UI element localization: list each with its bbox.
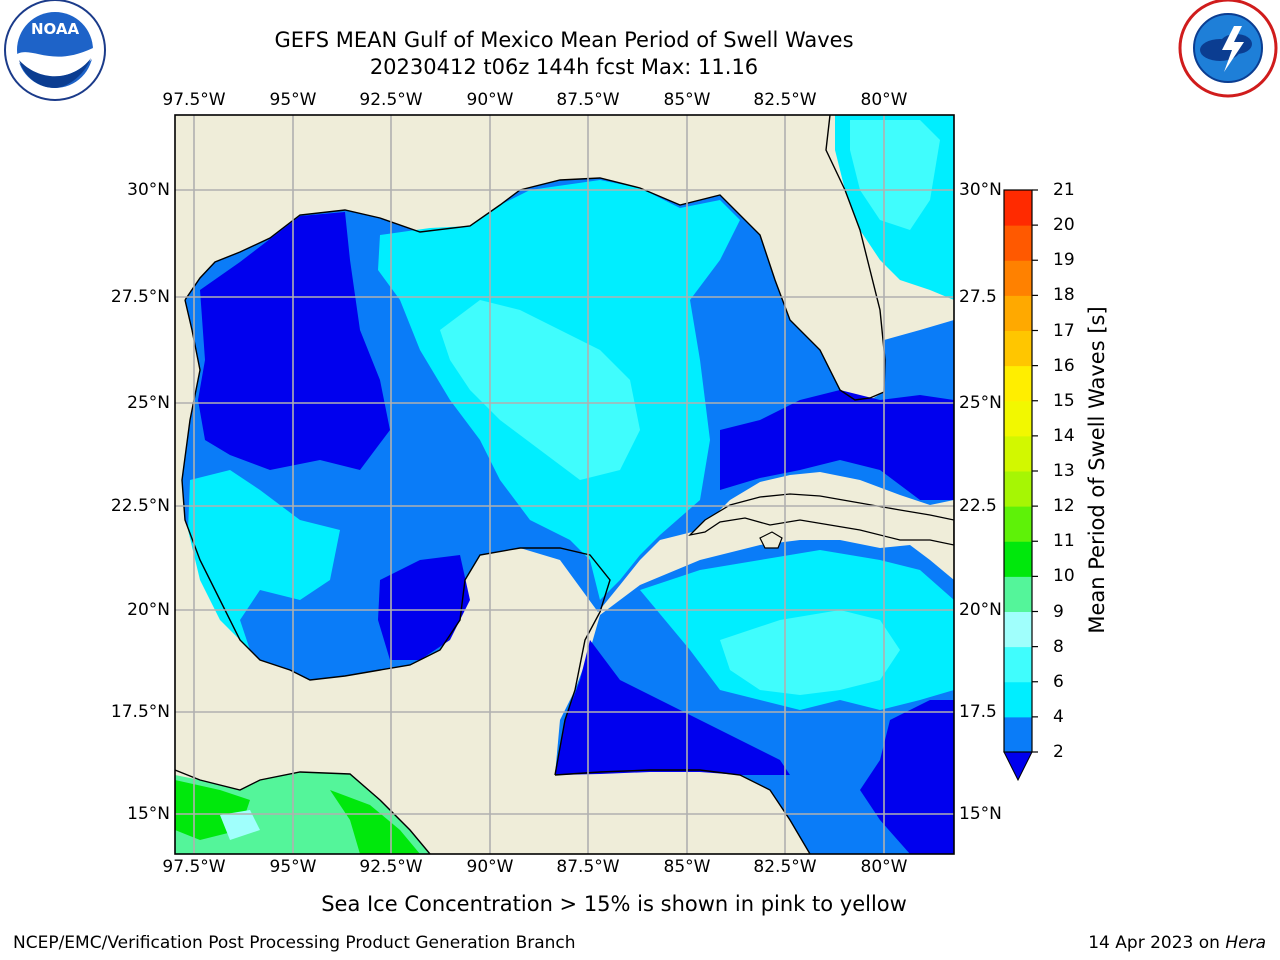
gulf-deep-west xyxy=(198,212,390,470)
footer-date: 14 Apr 2023 on Hera xyxy=(1088,933,1266,953)
nws-logo-icon xyxy=(1178,0,1278,98)
colorbar-segment xyxy=(1004,681,1032,718)
colorbar-segment xyxy=(1004,716,1032,753)
lat-label-right: 17.5 xyxy=(959,702,997,722)
lat-label-left: 25°N xyxy=(127,393,170,413)
colorbar-tick-label: 16 xyxy=(1053,355,1075,376)
colorbar-tick-label: 13 xyxy=(1053,461,1075,481)
colorbar-segment xyxy=(1004,611,1032,648)
colorbar-under-arrow xyxy=(1003,751,1033,782)
colorbar-tick-label: 20 xyxy=(1053,215,1075,236)
lon-label-bottom: 85°W xyxy=(663,857,711,877)
chart-subtitle: 20230412 t06z 144h fcst Max: 11.16 xyxy=(369,55,759,79)
lat-label-right: 22.5 xyxy=(959,496,997,516)
lat-label-left: 27.5°N xyxy=(110,287,170,307)
colorbar-tick-label: 14 xyxy=(1053,425,1075,446)
colorbar-segment xyxy=(1004,576,1032,612)
central-america-coastline xyxy=(554,769,811,854)
lon-label-bottom: 97.5°W xyxy=(162,857,226,877)
lat-label-left: 20°N xyxy=(127,600,170,620)
lon-label-bottom: 80°W xyxy=(860,857,908,877)
colorbar-segment xyxy=(1004,400,1032,437)
lon-label-bottom: 90°W xyxy=(466,857,514,877)
colorbar-tick-label: 15 xyxy=(1053,390,1075,411)
map-frame xyxy=(174,114,955,855)
map-graticule xyxy=(175,115,954,854)
lon-label-top: 92.5°W xyxy=(359,90,423,110)
footer-machine: Hera xyxy=(1225,933,1266,953)
colorbar-segment xyxy=(1004,190,1032,226)
colorbar-tick-label: 17 xyxy=(1053,320,1075,341)
lat-label-right: 30°N xyxy=(959,180,1002,200)
colorbar-tick-label: 21 xyxy=(1053,180,1075,200)
lat-label-right: 20°N xyxy=(959,600,1002,620)
lat-label-left: 15°N xyxy=(127,804,170,824)
lon-label-top: 85°W xyxy=(663,90,711,110)
colorbar-segment xyxy=(1004,330,1032,367)
lat-label-left: 17.5°N xyxy=(110,702,170,722)
colorbar-tick-label: 4 xyxy=(1053,706,1064,727)
us-gulf-coastline xyxy=(184,177,885,401)
colorbar-tick-label: 10 xyxy=(1053,566,1075,587)
lon-label-bottom: 92.5°W xyxy=(359,857,423,877)
lon-label-top: 82.5°W xyxy=(753,90,817,110)
lat-label-right: 27.5 xyxy=(959,287,997,307)
colorbar-segment xyxy=(1004,471,1032,507)
lon-label-bottom: 82.5°W xyxy=(753,857,817,877)
colorbar-segment xyxy=(1004,225,1032,261)
colorbar-tick-label: 8 xyxy=(1053,636,1064,657)
colorbar-segment xyxy=(1004,260,1032,296)
colorbar-tick-label: 18 xyxy=(1053,285,1075,306)
colorbar-segment xyxy=(1004,295,1032,331)
lon-label-top: 80°W xyxy=(860,90,908,110)
colorbar xyxy=(1003,189,1038,782)
lat-label-left: 22.5°N xyxy=(110,496,170,516)
footer-credit: NCEP/EMC/Verification Post Processing Pr… xyxy=(13,933,576,953)
lon-label-top: 95°W xyxy=(269,90,317,110)
lon-label-top: 90°W xyxy=(466,90,514,110)
mexico-coastline xyxy=(181,299,611,776)
colorbar-tick-label: 12 xyxy=(1053,496,1075,517)
lat-label-right: 25°N xyxy=(959,393,1002,413)
footer-date-text: 14 Apr 2023 on xyxy=(1088,933,1220,953)
colorbar-tick-label: 19 xyxy=(1053,250,1075,271)
noaa-logo-text: NOAA xyxy=(31,20,80,38)
colorbar-segment xyxy=(1004,541,1032,577)
colorbar-segment xyxy=(1004,435,1032,472)
colorbar-segment xyxy=(1004,506,1032,542)
chart-title: GEFS MEAN Gulf of Mexico Mean Period of … xyxy=(274,28,854,52)
sea-ice-note: Sea Ice Concentration > 15% is shown in … xyxy=(321,892,907,916)
lon-label-top: 87.5°W xyxy=(556,90,620,110)
colorbar-tick-label: 9 xyxy=(1053,601,1064,622)
pacific-coastline xyxy=(175,769,431,854)
lon-label-bottom: 95°W xyxy=(269,857,317,877)
colorbar-title: Mean Period of Swell Waves [s] xyxy=(1085,306,1109,634)
colorbar-tick-label: 11 xyxy=(1053,531,1075,552)
colorbar-segment xyxy=(1004,365,1032,402)
colorbar-tick-label: 6 xyxy=(1053,671,1064,692)
lat-label-left: 30°N xyxy=(127,180,170,200)
colorbar-tick-label: 2 xyxy=(1053,742,1064,762)
colorbar-segment xyxy=(1004,646,1032,683)
lat-label-right: 15°N xyxy=(959,804,1002,824)
lon-label-top: 97.5°W xyxy=(162,90,226,110)
lon-label-bottom: 87.5°W xyxy=(556,857,620,877)
noaa-logo-icon xyxy=(4,0,106,101)
